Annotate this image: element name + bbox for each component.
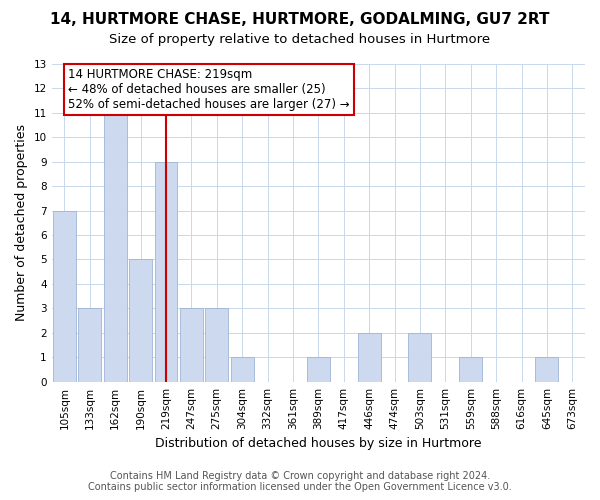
Bar — [231, 357, 254, 382]
Bar — [205, 308, 228, 382]
Bar — [129, 260, 152, 382]
Bar — [535, 357, 559, 382]
Text: 14 HURTMORE CHASE: 219sqm
← 48% of detached houses are smaller (25)
52% of semi-: 14 HURTMORE CHASE: 219sqm ← 48% of detac… — [68, 68, 350, 110]
Y-axis label: Number of detached properties: Number of detached properties — [15, 124, 28, 322]
Text: Contains HM Land Registry data © Crown copyright and database right 2024.
Contai: Contains HM Land Registry data © Crown c… — [88, 471, 512, 492]
Bar — [307, 357, 330, 382]
Bar — [180, 308, 203, 382]
Bar — [79, 308, 101, 382]
Bar — [358, 333, 380, 382]
Bar — [409, 333, 431, 382]
Text: Size of property relative to detached houses in Hurtmore: Size of property relative to detached ho… — [109, 32, 491, 46]
Bar — [459, 357, 482, 382]
Bar — [53, 210, 76, 382]
Text: 14, HURTMORE CHASE, HURTMORE, GODALMING, GU7 2RT: 14, HURTMORE CHASE, HURTMORE, GODALMING,… — [50, 12, 550, 28]
Bar — [155, 162, 178, 382]
X-axis label: Distribution of detached houses by size in Hurtmore: Distribution of detached houses by size … — [155, 437, 482, 450]
Bar — [104, 113, 127, 382]
